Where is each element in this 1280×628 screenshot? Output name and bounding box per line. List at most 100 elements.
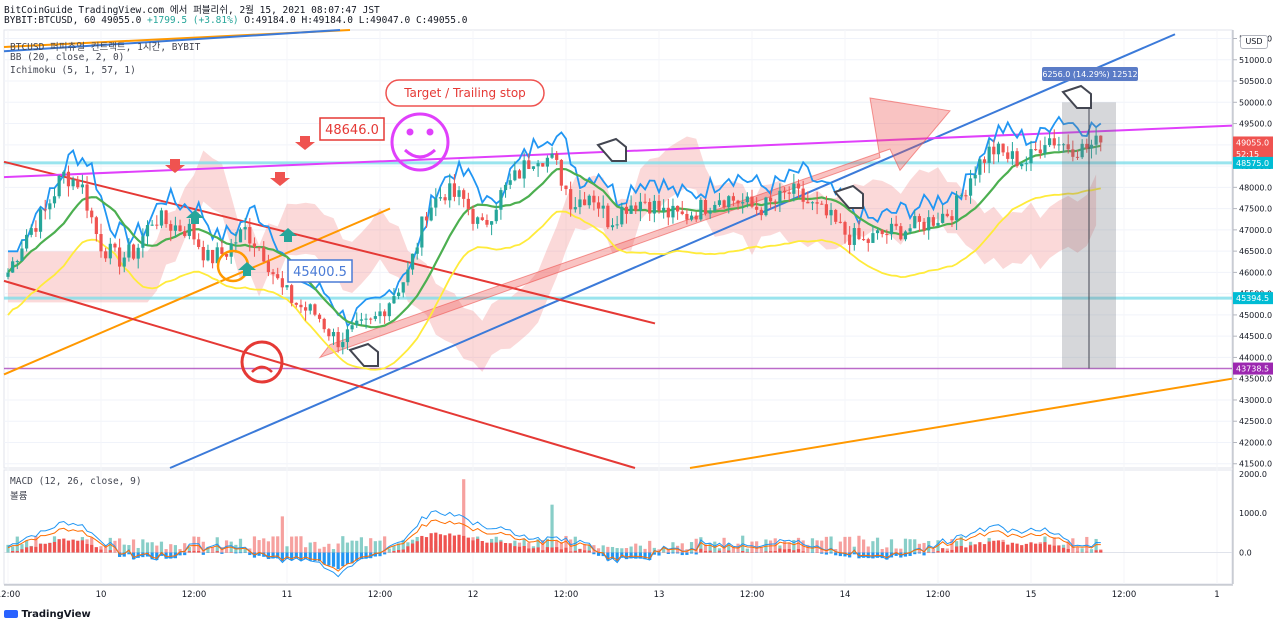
- candle-body[interactable]: [20, 248, 24, 262]
- candle-body[interactable]: [424, 216, 429, 221]
- macd-signal-line[interactable]: [7, 519, 1101, 572]
- candle-body[interactable]: [703, 199, 708, 214]
- candle-body[interactable]: [820, 203, 824, 205]
- candle-body[interactable]: [829, 209, 833, 216]
- candle-body[interactable]: [494, 209, 498, 222]
- candle-body[interactable]: [894, 223, 898, 227]
- candle-body[interactable]: [913, 216, 917, 229]
- candle-body[interactable]: [159, 210, 164, 226]
- candle-body[interactable]: [1066, 144, 1070, 150]
- candle-body[interactable]: [606, 205, 610, 228]
- candle-body[interactable]: [299, 304, 303, 308]
- candle-body[interactable]: [401, 282, 405, 293]
- candle-body[interactable]: [471, 208, 475, 224]
- ichimoku-conversion-line[interactable]: [8, 115, 1102, 328]
- candle-body[interactable]: [745, 196, 749, 203]
- candle-body[interactable]: [38, 209, 43, 232]
- candle-body[interactable]: [1057, 144, 1061, 146]
- candle-body[interactable]: [308, 304, 312, 311]
- candle-body[interactable]: [527, 160, 531, 169]
- candle-body[interactable]: [197, 239, 201, 247]
- candle-body[interactable]: [304, 307, 308, 311]
- candle-body[interactable]: [1043, 145, 1047, 154]
- candle-body[interactable]: [778, 190, 782, 203]
- candle-body[interactable]: [66, 171, 71, 187]
- orange-trendline-mid[interactable]: [3, 207, 391, 376]
- candle-body[interactable]: [1089, 144, 1094, 149]
- candle-body[interactable]: [359, 319, 363, 321]
- candle-body[interactable]: [885, 234, 889, 236]
- candle-body[interactable]: [322, 318, 326, 330]
- candle-body[interactable]: [750, 196, 754, 207]
- candle-body[interactable]: [90, 210, 94, 218]
- candle-body[interactable]: [996, 143, 1001, 155]
- candle-body[interactable]: [1075, 156, 1080, 158]
- candle-body[interactable]: [592, 195, 596, 203]
- candle-body[interactable]: [248, 227, 252, 244]
- candle-body[interactable]: [982, 159, 987, 163]
- candle-body[interactable]: [369, 318, 373, 320]
- candle-body[interactable]: [857, 228, 861, 240]
- candle-body[interactable]: [1015, 151, 1019, 167]
- candle-body[interactable]: [973, 174, 977, 179]
- candle-body[interactable]: [387, 303, 391, 317]
- candle-body[interactable]: [150, 224, 154, 226]
- candle-body[interactable]: [187, 223, 191, 236]
- candle-body[interactable]: [136, 247, 140, 259]
- candle-body[interactable]: [1085, 143, 1089, 149]
- candle-body[interactable]: [531, 166, 536, 169]
- candle-body[interactable]: [806, 201, 810, 204]
- candle-body[interactable]: [448, 183, 452, 201]
- candle-body[interactable]: [85, 184, 89, 211]
- candle-body[interactable]: [1024, 163, 1028, 165]
- candle-body[interactable]: [792, 183, 796, 194]
- candle-body[interactable]: [364, 318, 368, 320]
- legend-macd[interactable]: MACD (12, 26, close, 9): [10, 476, 142, 487]
- candle-body[interactable]: [215, 247, 219, 264]
- projection-arrow[interactable]: [318, 97, 951, 359]
- candle-body[interactable]: [955, 195, 959, 221]
- candle-body[interactable]: [29, 228, 33, 235]
- candle-body[interactable]: [164, 210, 168, 225]
- orange-trendline-bottom[interactable]: [689, 377, 1233, 469]
- candle-body[interactable]: [294, 302, 298, 305]
- candle-body[interactable]: [80, 184, 84, 188]
- candle-body[interactable]: [462, 190, 466, 199]
- candle-body[interactable]: [741, 202, 745, 204]
- candle-body[interactable]: [964, 195, 968, 197]
- candle-body[interactable]: [252, 243, 257, 248]
- candle-body[interactable]: [392, 296, 396, 304]
- legend-bb[interactable]: BB (20, close, 2, 0): [10, 52, 125, 63]
- candle-body[interactable]: [685, 213, 689, 220]
- candle-body[interactable]: [713, 204, 717, 211]
- candle-body[interactable]: [11, 261, 15, 273]
- candle-body[interactable]: [178, 225, 182, 232]
- candle-body[interactable]: [908, 228, 912, 232]
- candle-body[interactable]: [113, 243, 117, 248]
- candle-body[interactable]: [875, 230, 880, 234]
- candle-body[interactable]: [782, 190, 787, 193]
- candle-body[interactable]: [1034, 149, 1038, 151]
- candle-body[interactable]: [638, 201, 642, 211]
- candle-body[interactable]: [917, 216, 921, 222]
- candle-body[interactable]: [959, 195, 963, 197]
- candle-body[interactable]: [736, 200, 740, 204]
- candle-body[interactable]: [773, 201, 777, 203]
- candle-body[interactable]: [378, 311, 382, 317]
- red-downtrend-lower[interactable]: [3, 279, 636, 469]
- candle-body[interactable]: [755, 206, 759, 210]
- candle-body[interactable]: [796, 183, 801, 189]
- candle-body[interactable]: [569, 189, 573, 210]
- candle-body[interactable]: [122, 257, 126, 267]
- candle-body[interactable]: [787, 192, 791, 194]
- target-callout[interactable]: [385, 79, 545, 107]
- blue-trendline-top[interactable]: [3, 29, 341, 53]
- candle-body[interactable]: [652, 200, 656, 214]
- candle-body[interactable]: [564, 185, 568, 190]
- candle-body[interactable]: [276, 274, 280, 279]
- candle-body[interactable]: [1010, 151, 1014, 159]
- candle-body[interactable]: [880, 230, 884, 235]
- candle-body[interactable]: [769, 197, 773, 202]
- candle-body[interactable]: [238, 229, 243, 243]
